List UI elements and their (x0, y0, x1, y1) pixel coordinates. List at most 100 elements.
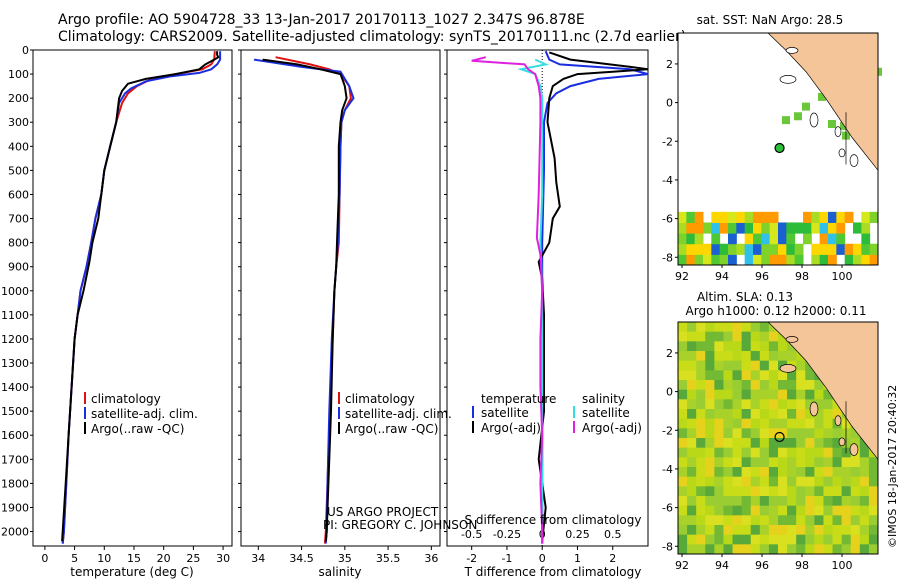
sla-cell (723, 525, 734, 536)
sla-cell (732, 476, 743, 487)
sst-cell (719, 222, 729, 234)
sla-cell (787, 534, 797, 545)
sla-cell (732, 351, 743, 362)
sla-cell (696, 360, 706, 371)
sla-cell (787, 515, 797, 526)
sst-cell (678, 243, 687, 255)
sla-cell (832, 525, 843, 536)
sla-cell (714, 544, 724, 555)
sla-cell (714, 409, 724, 420)
sla-cell (750, 331, 761, 342)
sla-cell (787, 457, 797, 468)
sla-cell (868, 534, 879, 545)
sla-cell (814, 505, 824, 516)
sst-cell (711, 222, 721, 234)
sla-cell (859, 505, 870, 516)
sla-cell (723, 409, 734, 420)
sla-cell (805, 457, 815, 468)
sla-cell (741, 389, 752, 400)
sla-cell (714, 505, 724, 516)
sla-cell (787, 428, 797, 439)
sla-cell (741, 341, 752, 352)
argo-location-marker (774, 431, 785, 443)
sla-cell (678, 389, 688, 400)
sla-cell (678, 486, 688, 497)
sla-cell (696, 389, 706, 400)
sla-cell (787, 496, 797, 507)
sla-cell (687, 534, 697, 545)
sla-cell (750, 428, 761, 439)
sla-cell (841, 418, 852, 429)
sst-cell (836, 211, 846, 223)
sla-cell (741, 534, 752, 545)
sla-cell (787, 544, 797, 555)
sla-cell (759, 341, 770, 352)
sla-cell (705, 534, 715, 545)
sla-cell (723, 418, 734, 429)
island (838, 437, 846, 447)
x-tick-label: 10 (97, 552, 111, 565)
sst-cell (819, 243, 829, 255)
sla-cell (787, 505, 797, 516)
map-y-tick-label: 0 (666, 97, 673, 110)
sla-cell (759, 544, 770, 555)
sla-cell (678, 380, 688, 391)
sla-cell (787, 467, 797, 478)
sla-cell (723, 380, 734, 391)
sla-cell (823, 428, 834, 439)
legend-clim-label: climatology (91, 392, 161, 406)
sla-cell (678, 505, 688, 516)
sla-cell (687, 331, 697, 342)
sla-cell (859, 496, 870, 507)
x-tick-label: 35.5 (376, 552, 401, 565)
sla-cell (750, 418, 761, 429)
sla-cell (750, 496, 761, 507)
sla-cell (805, 525, 815, 536)
sla-cell (714, 360, 724, 371)
sla-cell (678, 331, 688, 342)
y-tick-label: 200 (8, 92, 29, 105)
sla-cell (768, 351, 779, 362)
sst-cell (786, 254, 796, 266)
sla-cell (832, 486, 843, 497)
map-x-tick-label: 92 (675, 559, 689, 572)
difference-x-label: T difference from climatology (464, 565, 642, 579)
sla-cell (787, 438, 797, 449)
sla-cell (741, 447, 752, 458)
sla-cell (841, 496, 852, 507)
sla-cell (814, 428, 824, 439)
sla-cell (723, 351, 734, 362)
s-tick-label: 0.25 (565, 528, 590, 541)
sla-cell (768, 399, 779, 410)
sst-cell (803, 233, 812, 245)
sst-cell (728, 254, 737, 266)
sla-cell (696, 418, 706, 429)
sst-cell (744, 254, 754, 266)
sla-cell (705, 525, 715, 536)
sla-cell (796, 496, 806, 507)
sst-cell (861, 211, 871, 223)
sla-cell (687, 505, 697, 516)
sla-cell (805, 534, 815, 545)
sla-cell (723, 496, 734, 507)
map-y-tick-label: -6 (662, 502, 673, 515)
sla-cell (723, 370, 734, 381)
sla-cell (696, 525, 706, 536)
legend-argo-label: Argo(..raw -QC) (91, 422, 184, 436)
sla-cell (814, 496, 824, 507)
sla-cell (805, 380, 815, 391)
y-tick-label: 900 (8, 261, 29, 274)
sla-cell (787, 525, 797, 536)
sla-cell (805, 428, 815, 439)
sst-map: 92 94 96 98 100 -8 -6 -4 -2 0 2 (662, 32, 882, 283)
sst-cell (719, 243, 729, 255)
map-y-tick-label: -8 (662, 251, 673, 264)
difference-panel-frame (446, 49, 649, 547)
map-y-tick-label: -2 (662, 424, 673, 437)
sla-cell (768, 418, 779, 429)
sst-cell (753, 254, 762, 266)
sla-cell (805, 515, 815, 526)
map-x-tick-label: 96 (755, 559, 769, 572)
sla-cell (796, 476, 806, 487)
sla-cell (732, 331, 743, 342)
